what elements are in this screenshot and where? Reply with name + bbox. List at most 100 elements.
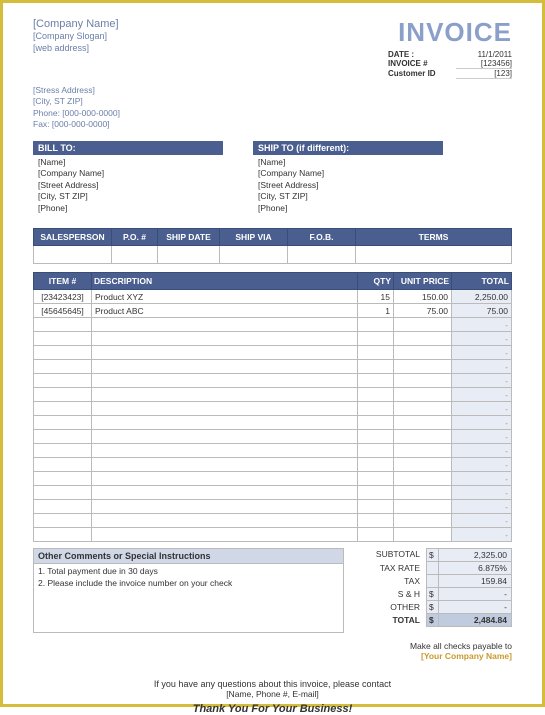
shipping-table: SALESPERSON P.O. # SHIP DATE SHIP VIA F.… <box>33 228 512 264</box>
ship-phone: [Phone] <box>258 203 438 214</box>
cell <box>394 486 452 500</box>
cell <box>34 388 92 402</box>
cell: - <box>452 458 512 472</box>
cell: 2,250.00 <box>452 290 512 304</box>
date-label: DATE : <box>388 50 450 59</box>
cell <box>394 528 452 542</box>
invnum-label: INVOICE # <box>388 59 450 69</box>
invoice-title: INVOICE <box>388 17 512 48</box>
ship-to: SHIP TO (if different): [Name] [Company … <box>253 141 443 216</box>
cell <box>358 500 394 514</box>
payable-block: Make all checks payable to [Your Company… <box>33 641 512 661</box>
cell <box>34 528 92 542</box>
invoice-block: INVOICE DATE :11/1/2011 INVOICE #[123456… <box>388 17 512 79</box>
cell: 1 <box>358 304 394 318</box>
cell <box>92 444 358 458</box>
addr-phone: Phone: [000-000-0000] <box>33 108 512 119</box>
taxrate-val: 6.875% <box>438 562 512 575</box>
company-address: [Stress Address] [City, ST ZIP] Phone: [… <box>33 85 512 131</box>
cell <box>358 388 394 402</box>
cell <box>358 486 394 500</box>
cell: - <box>452 360 512 374</box>
item-row: [23423423]Product XYZ15150.002,250.00 <box>34 290 512 304</box>
total-val: 2,484.84 <box>438 614 512 627</box>
cell: Product XYZ <box>92 290 358 304</box>
cell <box>92 346 358 360</box>
bill-company: [Company Name] <box>38 168 218 179</box>
subtotal-lbl: SUBTOTAL <box>354 548 426 562</box>
cell <box>34 486 92 500</box>
footer-l2: [Name, Phone #, E-mail] <box>33 689 512 699</box>
item-row: - <box>34 444 512 458</box>
cell: 150.00 <box>394 290 452 304</box>
cell: - <box>452 402 512 416</box>
cell: - <box>452 318 512 332</box>
cell <box>394 374 452 388</box>
web-address: [web address] <box>33 43 119 55</box>
item-row: - <box>34 346 512 360</box>
cell <box>358 374 394 388</box>
cell: 15 <box>358 290 394 304</box>
cell <box>358 416 394 430</box>
cell <box>358 318 394 332</box>
cust-value: [123] <box>456 69 512 79</box>
cell <box>92 528 358 542</box>
cell <box>92 458 358 472</box>
cell <box>358 458 394 472</box>
cell <box>34 472 92 486</box>
cell <box>394 318 452 332</box>
addr-street: [Stress Address] <box>33 85 512 96</box>
invnum-value: [123456] <box>456 59 512 69</box>
cell <box>358 514 394 528</box>
cell: - <box>452 346 512 360</box>
cell <box>358 332 394 346</box>
cell: [23423423] <box>34 290 92 304</box>
footer-l1: If you have any questions about this inv… <box>33 679 512 689</box>
cell <box>34 416 92 430</box>
payable-company: [Your Company Name] <box>33 651 512 661</box>
cell: - <box>452 388 512 402</box>
cell <box>394 500 452 514</box>
cell <box>34 500 92 514</box>
cell <box>34 346 92 360</box>
cell <box>92 402 358 416</box>
items-table: ITEM # DESCRIPTION QTY UNIT PRICE TOTAL … <box>33 272 512 542</box>
cell: - <box>452 430 512 444</box>
cust-label: Customer ID <box>388 69 450 79</box>
sh-lbl: S & H <box>354 588 426 601</box>
cell <box>92 500 358 514</box>
item-row: - <box>34 472 512 486</box>
cell <box>394 360 452 374</box>
total-lbl: TOTAL <box>354 614 426 627</box>
col-total: TOTAL <box>452 273 512 290</box>
bill-head: BILL TO: <box>33 141 223 155</box>
cell <box>358 402 394 416</box>
other-lbl: OTHER <box>354 601 426 614</box>
cell <box>92 318 358 332</box>
comment-2: 2. Please include the invoice number on … <box>38 578 339 590</box>
item-row: - <box>34 388 512 402</box>
cell: - <box>452 416 512 430</box>
header: [Company Name] [Company Slogan] [web add… <box>33 17 512 79</box>
shipping-row <box>34 246 512 264</box>
cell <box>92 332 358 346</box>
col-po: P.O. # <box>112 229 158 246</box>
cell <box>92 514 358 528</box>
bill-name: [Name] <box>38 157 218 168</box>
ship-name: [Name] <box>258 157 438 168</box>
col-shipvia: SHIP VIA <box>220 229 288 246</box>
cell <box>92 416 358 430</box>
item-row: - <box>34 360 512 374</box>
cell <box>92 388 358 402</box>
company-name: [Company Name] <box>33 17 119 31</box>
cell <box>34 514 92 528</box>
col-shipdate: SHIP DATE <box>158 229 220 246</box>
cell <box>358 472 394 486</box>
cell <box>92 374 358 388</box>
company-block: [Company Name] [Company Slogan] [web add… <box>33 17 119 79</box>
cell <box>92 472 358 486</box>
bill-ship-section: BILL TO: [Name] [Company Name] [Street A… <box>33 141 512 216</box>
footer: If you have any questions about this inv… <box>33 679 512 715</box>
cell <box>394 458 452 472</box>
comments-box: Other Comments or Special Instructions 1… <box>33 548 344 633</box>
